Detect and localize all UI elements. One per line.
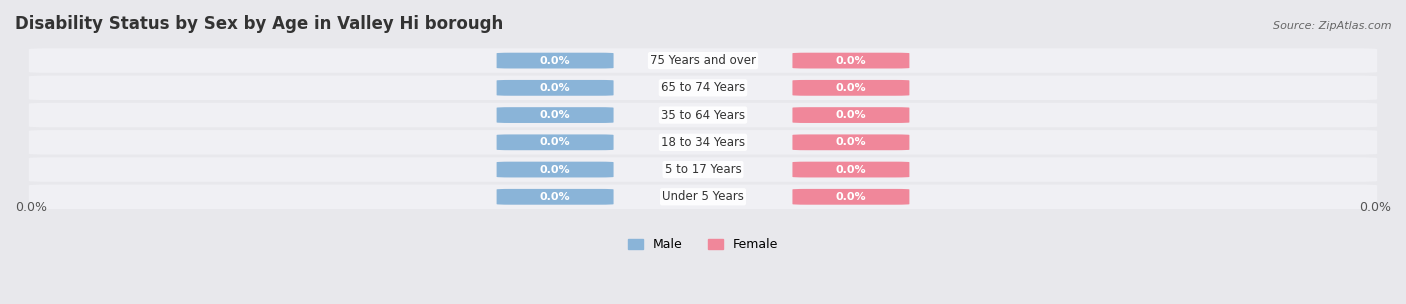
Text: 35 to 64 Years: 35 to 64 Years [661, 109, 745, 122]
FancyBboxPatch shape [793, 53, 910, 68]
Text: 0.0%: 0.0% [1360, 201, 1391, 214]
FancyBboxPatch shape [793, 189, 910, 205]
FancyBboxPatch shape [28, 130, 1378, 154]
Text: 0.0%: 0.0% [540, 56, 571, 66]
FancyBboxPatch shape [793, 80, 910, 96]
Text: 5 to 17 Years: 5 to 17 Years [665, 163, 741, 176]
Text: 18 to 34 Years: 18 to 34 Years [661, 136, 745, 149]
Text: 0.0%: 0.0% [835, 56, 866, 66]
FancyBboxPatch shape [496, 134, 613, 150]
FancyBboxPatch shape [28, 76, 1378, 100]
Text: 0.0%: 0.0% [835, 110, 866, 120]
Text: 0.0%: 0.0% [835, 192, 866, 202]
Text: 0.0%: 0.0% [15, 201, 46, 214]
FancyBboxPatch shape [496, 189, 613, 205]
Text: 0.0%: 0.0% [540, 110, 571, 120]
Text: Under 5 Years: Under 5 Years [662, 190, 744, 203]
Text: Source: ZipAtlas.com: Source: ZipAtlas.com [1274, 21, 1392, 31]
FancyBboxPatch shape [793, 107, 910, 123]
Text: 0.0%: 0.0% [540, 192, 571, 202]
FancyBboxPatch shape [793, 162, 910, 178]
FancyBboxPatch shape [496, 80, 613, 96]
Text: 75 Years and over: 75 Years and over [650, 54, 756, 67]
Text: 0.0%: 0.0% [540, 83, 571, 93]
Text: Disability Status by Sex by Age in Valley Hi borough: Disability Status by Sex by Age in Valle… [15, 15, 503, 33]
Text: 0.0%: 0.0% [540, 137, 571, 147]
FancyBboxPatch shape [496, 53, 613, 68]
Legend: Male, Female: Male, Female [623, 233, 783, 256]
FancyBboxPatch shape [28, 103, 1378, 127]
Text: 65 to 74 Years: 65 to 74 Years [661, 81, 745, 94]
Text: 0.0%: 0.0% [835, 137, 866, 147]
FancyBboxPatch shape [496, 162, 613, 178]
FancyBboxPatch shape [496, 107, 613, 123]
FancyBboxPatch shape [28, 185, 1378, 209]
FancyBboxPatch shape [28, 48, 1378, 73]
Text: 0.0%: 0.0% [835, 164, 866, 174]
FancyBboxPatch shape [28, 157, 1378, 182]
Text: 0.0%: 0.0% [540, 164, 571, 174]
Text: 0.0%: 0.0% [835, 83, 866, 93]
FancyBboxPatch shape [793, 134, 910, 150]
